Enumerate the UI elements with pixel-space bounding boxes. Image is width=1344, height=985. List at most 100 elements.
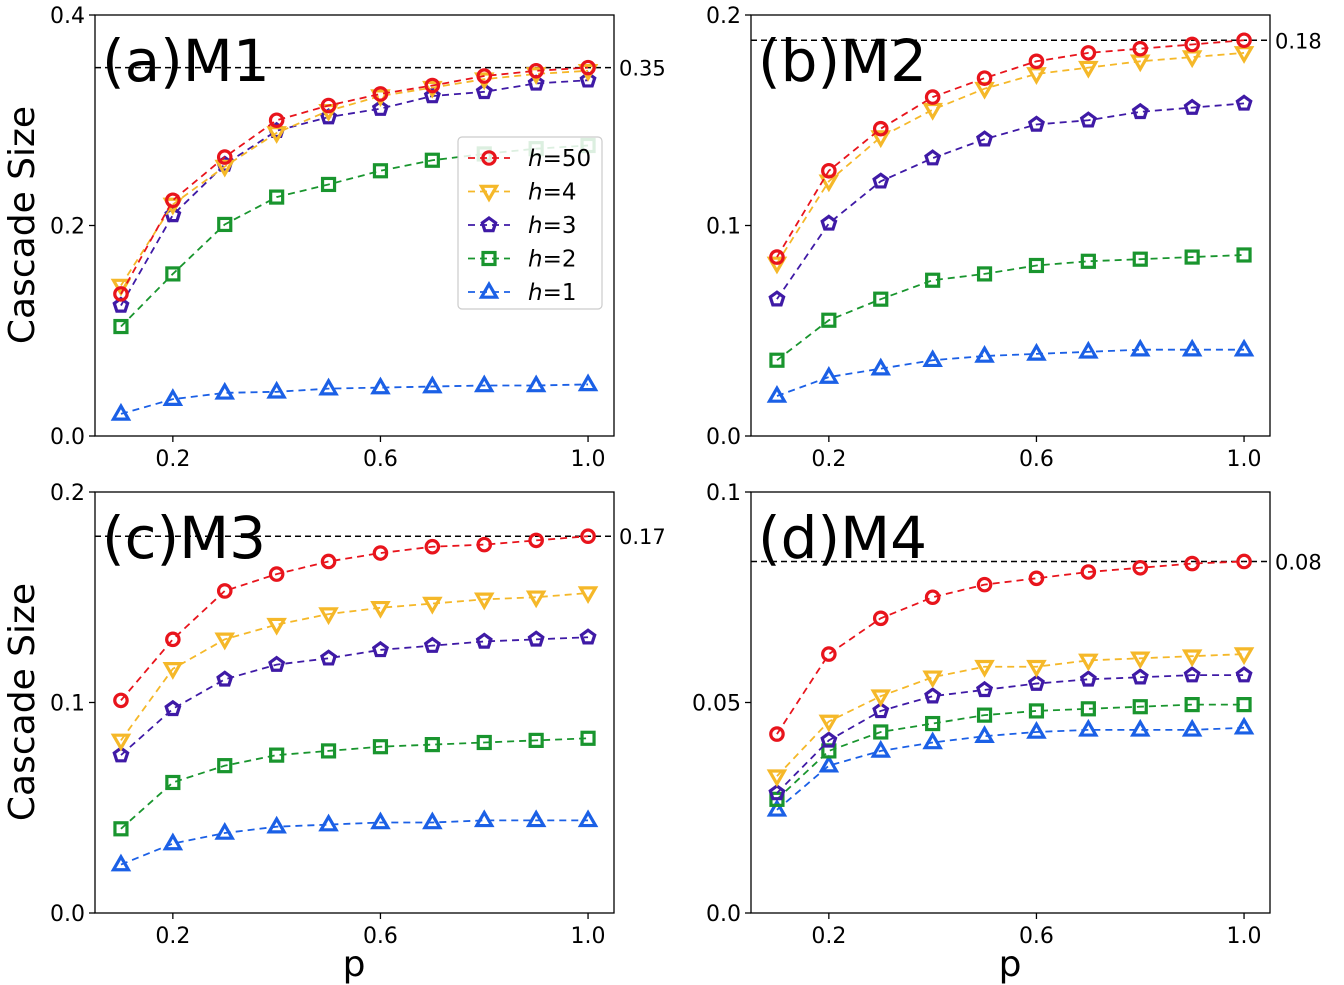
data-point xyxy=(1026,67,1047,85)
data-point xyxy=(1129,338,1151,357)
legend-marker xyxy=(481,150,497,166)
data-point xyxy=(422,811,443,830)
panel-2: 0.0 0.1 0.2 0.2 0.6 1.0 (b)M2 0.18 xyxy=(706,4,1322,472)
x-tick-label: 0.6 xyxy=(363,924,398,949)
series-line xyxy=(120,636,589,756)
legend-label: h=1 xyxy=(528,280,576,306)
data-point xyxy=(870,739,892,758)
legend-marker xyxy=(478,184,500,203)
data-point xyxy=(320,176,337,193)
series-line xyxy=(776,348,1245,397)
series-h-2 xyxy=(769,247,1252,368)
series-line xyxy=(776,560,1245,735)
x-tick-label: 1.0 xyxy=(571,924,606,949)
legend-item: h=3 xyxy=(468,213,576,239)
series-line xyxy=(776,39,1245,258)
data-point xyxy=(1027,674,1045,691)
data-point xyxy=(976,707,993,723)
x-tick-label: 1.0 xyxy=(1227,447,1262,472)
data-point xyxy=(1026,659,1047,678)
data-point xyxy=(1129,651,1151,670)
panel-title: (d)M4 xyxy=(758,504,927,572)
data-point xyxy=(577,586,599,605)
data-point xyxy=(1236,697,1252,713)
data-point xyxy=(1131,102,1149,120)
data-point xyxy=(924,89,941,105)
data-point xyxy=(1132,251,1148,267)
data-point xyxy=(424,152,440,168)
x-tick-label: 1.0 xyxy=(571,447,606,472)
series-h-2 xyxy=(113,730,596,837)
y-tick-label: 0.0 xyxy=(706,902,741,927)
y-axis-title-top: Cascade Size xyxy=(2,106,43,344)
data-point xyxy=(976,680,994,698)
data-point xyxy=(1129,54,1151,73)
data-point xyxy=(1028,703,1045,719)
series-line xyxy=(776,703,1245,800)
data-point xyxy=(110,853,132,872)
data-point xyxy=(1236,247,1252,263)
data-point xyxy=(768,290,786,307)
data-point xyxy=(922,670,943,689)
data-point xyxy=(528,62,544,79)
reference-line-label: 0.18 xyxy=(1275,29,1322,53)
data-point xyxy=(1079,670,1097,687)
data-point xyxy=(370,811,391,830)
data-point xyxy=(269,747,285,763)
data-point xyxy=(1184,36,1200,53)
data-point xyxy=(112,296,130,313)
series-line xyxy=(776,102,1245,300)
data-point xyxy=(1132,559,1149,576)
series-line xyxy=(120,144,589,328)
data-point xyxy=(766,385,788,403)
data-point xyxy=(424,77,441,94)
y-tick-label: 0.1 xyxy=(50,692,85,717)
data-point xyxy=(165,266,181,282)
series-line xyxy=(776,254,1245,361)
data-point xyxy=(922,349,943,368)
series-h-1 xyxy=(766,338,1255,403)
data-point xyxy=(422,375,443,394)
panel-1: 0.0 0.2 0.4 0.2 0.6 1.0 (a)M1 0.35 h=50 h=4 h=3 h=2… xyxy=(50,4,666,472)
data-point xyxy=(268,112,285,129)
reference-line-label: 0.35 xyxy=(619,57,666,81)
legend-marker xyxy=(478,280,500,299)
data-point xyxy=(1184,697,1200,713)
series-line xyxy=(120,66,589,295)
data-point xyxy=(1183,666,1201,683)
data-point xyxy=(1183,98,1201,115)
data-point xyxy=(872,701,890,719)
series-line xyxy=(776,51,1245,264)
series-h-50 xyxy=(769,32,1252,265)
data-point xyxy=(320,649,338,666)
data-point xyxy=(1235,94,1253,111)
data-point xyxy=(976,266,993,282)
data-point xyxy=(527,630,545,647)
data-point xyxy=(162,662,184,680)
legend-marker xyxy=(481,250,497,267)
data-point xyxy=(370,600,391,619)
data-point xyxy=(473,809,495,828)
data-point xyxy=(769,249,785,265)
data-point xyxy=(580,528,596,545)
data-point xyxy=(110,402,132,421)
data-point xyxy=(1026,720,1047,739)
data-point xyxy=(216,149,233,165)
data-point xyxy=(1026,342,1047,361)
data-point xyxy=(769,791,785,807)
data-point xyxy=(423,87,441,104)
legend-label: h=4 xyxy=(528,180,576,206)
data-point xyxy=(1079,111,1097,128)
data-point xyxy=(266,617,287,636)
data-point xyxy=(318,377,339,396)
series-line xyxy=(776,653,1245,777)
y-tick-label: 0.0 xyxy=(50,902,85,927)
data-point xyxy=(1078,653,1099,672)
x-tick-label: 0.6 xyxy=(1019,924,1054,949)
data-point xyxy=(525,809,547,828)
y-tick-label: 0.2 xyxy=(706,4,741,29)
data-point xyxy=(820,731,838,748)
data-point xyxy=(766,256,788,275)
legend: h=50 h=4 h=3 h=2 h=1 xyxy=(457,136,603,310)
legend-label: h=2 xyxy=(528,247,576,273)
